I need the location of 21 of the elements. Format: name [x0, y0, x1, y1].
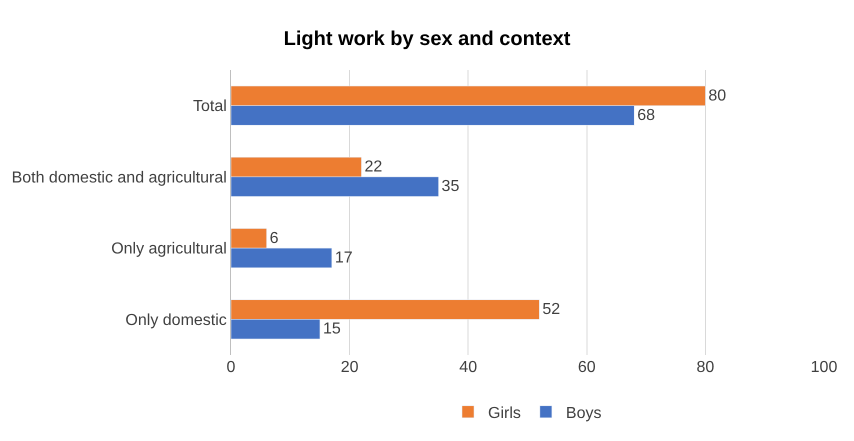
x-tick-label: 40 — [459, 359, 478, 376]
y-tick-label: Total — [193, 98, 227, 116]
y-tick-label: Both domestic and agricultural — [12, 169, 227, 186]
data-label: 17 — [334, 249, 353, 266]
data-label: 35 — [442, 178, 460, 196]
data-label: 52 — [542, 301, 560, 318]
data-label: 22 — [364, 158, 382, 176]
x-tick-label: 20 — [340, 359, 359, 376]
x-tick-label: 80 — [696, 359, 714, 376]
legend-label: Boys — [566, 405, 602, 422]
y-tick-label: Only domestic — [125, 312, 227, 329]
x-tick-label: 100 — [810, 359, 838, 376]
x-tick-label: 60 — [578, 359, 596, 376]
y-tick-label: Only agricultural — [111, 240, 227, 258]
data-label: 80 — [708, 87, 726, 104]
data-label: 6 — [270, 230, 279, 247]
legend-label: Girls — [488, 405, 521, 422]
chart-title: Light work by sex and context — [284, 28, 571, 50]
data-label: 15 — [322, 320, 341, 338]
x-tick-label: 0 — [226, 359, 236, 376]
data-label: 68 — [637, 106, 656, 124]
